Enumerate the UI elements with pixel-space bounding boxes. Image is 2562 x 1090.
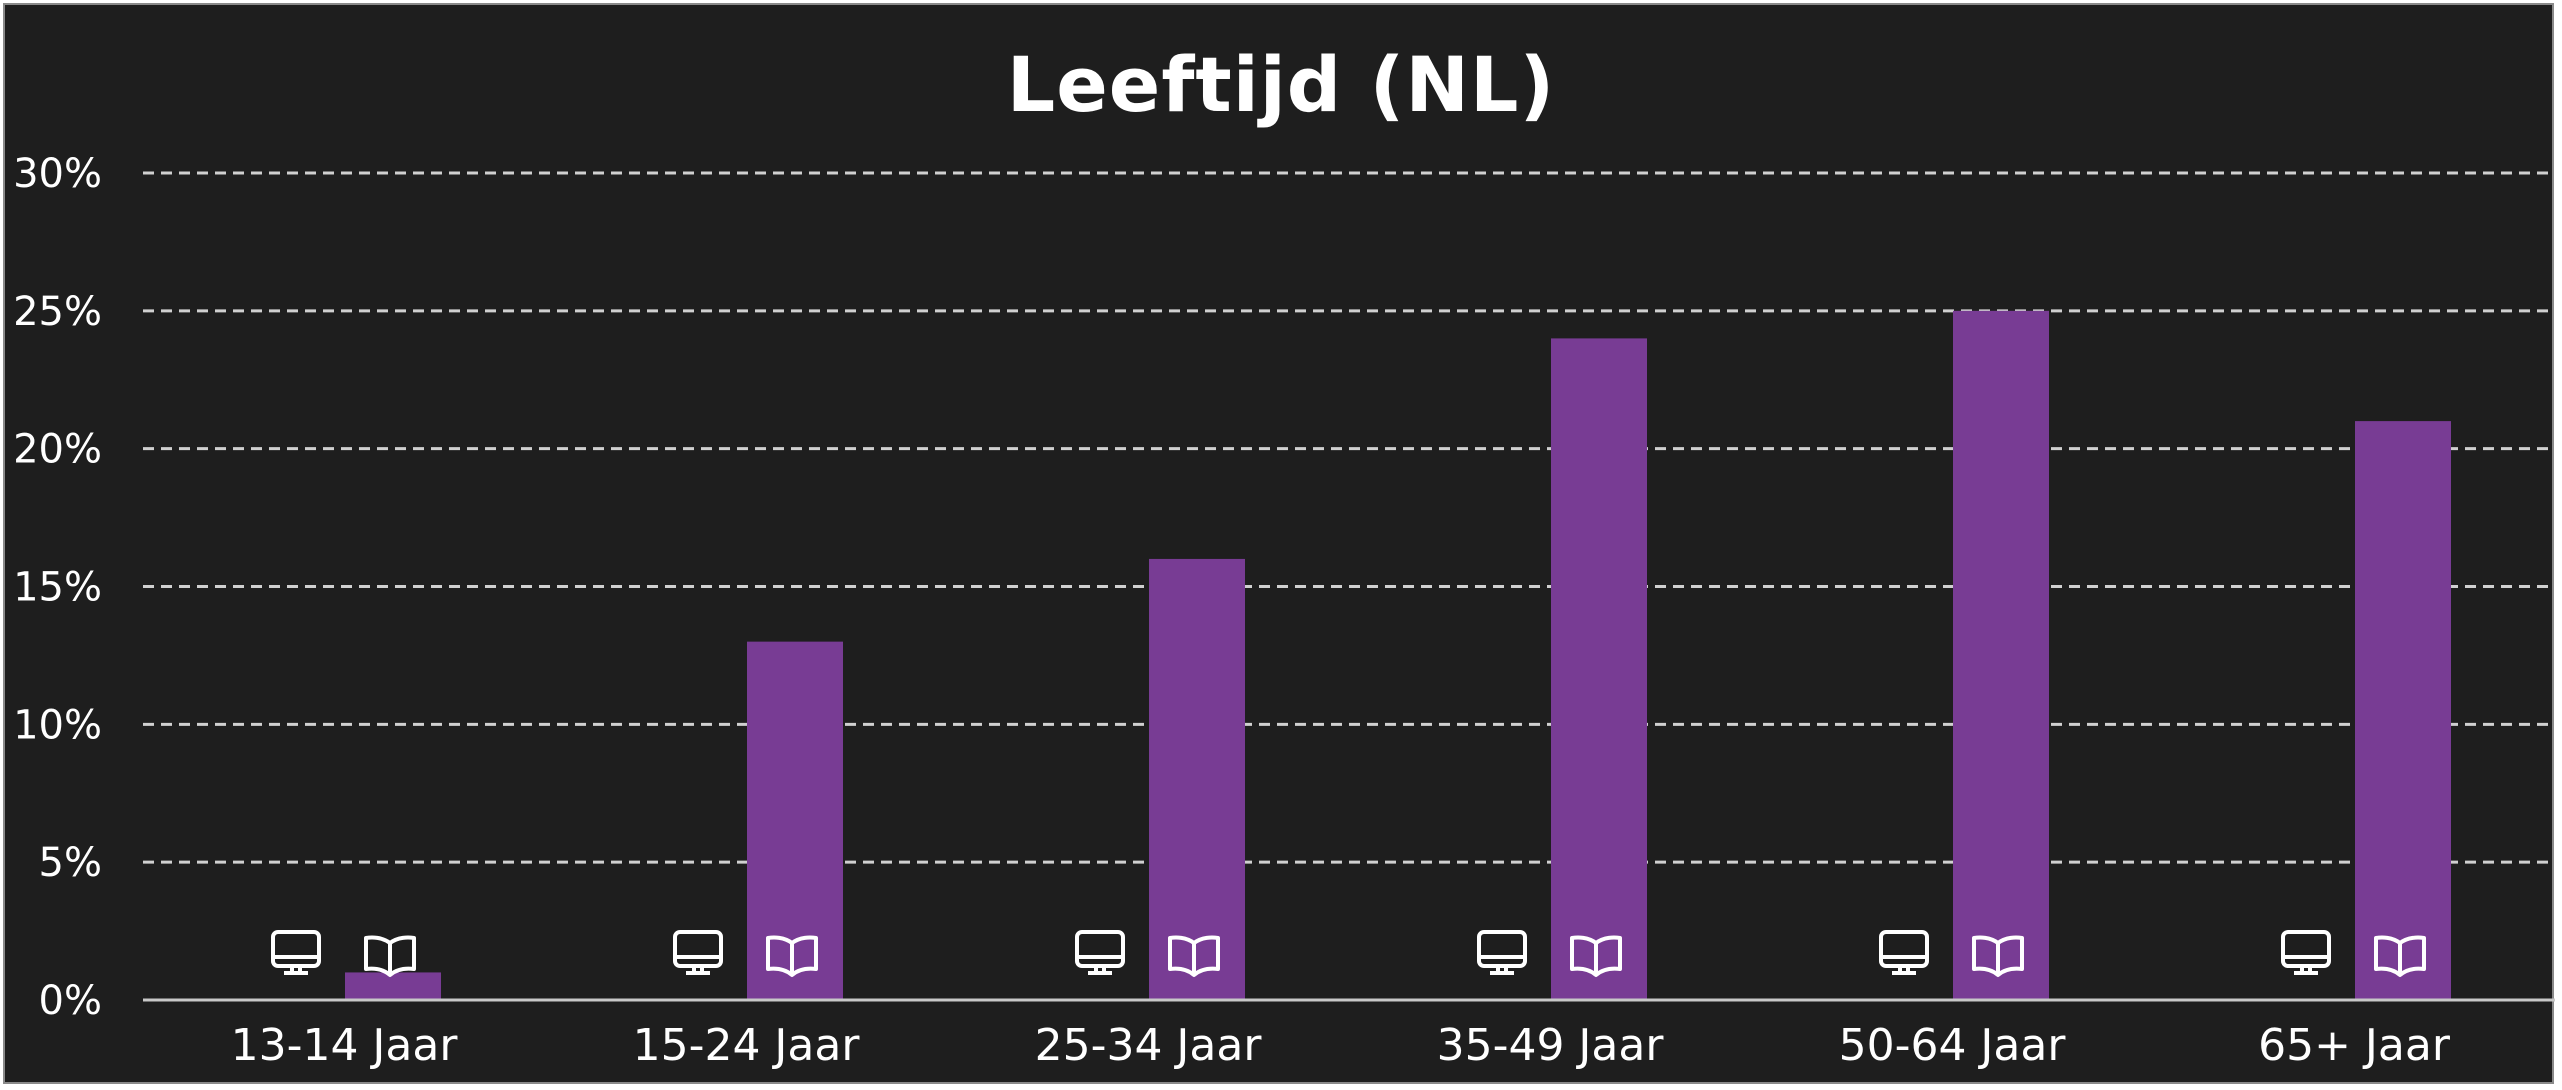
open-book-icon xyxy=(1168,935,1220,977)
monitor-icon xyxy=(271,930,321,975)
x-axis-labels: 13-14 Jaar 15-24 Jaar 25-34 Jaar 35-49 Jaar… xyxy=(231,1020,2451,1071)
open-book-icon xyxy=(2374,935,2426,977)
monitor-icon xyxy=(1477,930,1527,975)
x-tick-label: 15-24 Jaar xyxy=(633,1020,861,1071)
bar xyxy=(1551,338,1647,1000)
monitor-icon xyxy=(2281,930,2331,975)
y-tick-label: 30% xyxy=(13,151,102,197)
bar xyxy=(345,972,441,1000)
y-tick-label: 0% xyxy=(39,978,102,1024)
bars xyxy=(345,310,2451,1001)
monitor-icon xyxy=(1075,930,1125,975)
open-book-icon xyxy=(364,935,416,977)
open-book-icon xyxy=(1972,935,2024,977)
monitor-icon xyxy=(673,930,723,975)
x-tick-label: 25-34 Jaar xyxy=(1035,1020,1263,1071)
y-tick-label: 15% xyxy=(13,565,102,611)
y-axis-labels: 0% 5% 10% 15% 20% 25% 30% xyxy=(13,151,102,1024)
y-tick-label: 20% xyxy=(13,427,102,473)
x-tick-label: 13-14 Jaar xyxy=(231,1020,459,1071)
bar xyxy=(747,641,843,1000)
chart-frame xyxy=(3,3,2554,1084)
y-tick-label: 5% xyxy=(39,840,102,886)
x-tick-label: 35-49 Jaar xyxy=(1437,1020,1665,1071)
open-book-icon xyxy=(766,935,818,977)
gridlines xyxy=(143,171,2555,864)
bar xyxy=(1149,558,1245,1000)
chart-title: Leeftijd (NL) xyxy=(1006,40,1556,129)
x-tick-label: 50-64 Jaar xyxy=(1839,1020,2067,1071)
open-book-icon xyxy=(1570,935,1622,977)
category-icons xyxy=(271,930,2426,977)
x-tick-label: 65+ Jaar xyxy=(2258,1020,2451,1071)
monitor-icon xyxy=(1879,930,1929,975)
y-tick-label: 10% xyxy=(13,702,102,748)
y-tick-label: 25% xyxy=(13,289,102,335)
bar xyxy=(1953,310,2049,1000)
bar xyxy=(2355,421,2451,1001)
